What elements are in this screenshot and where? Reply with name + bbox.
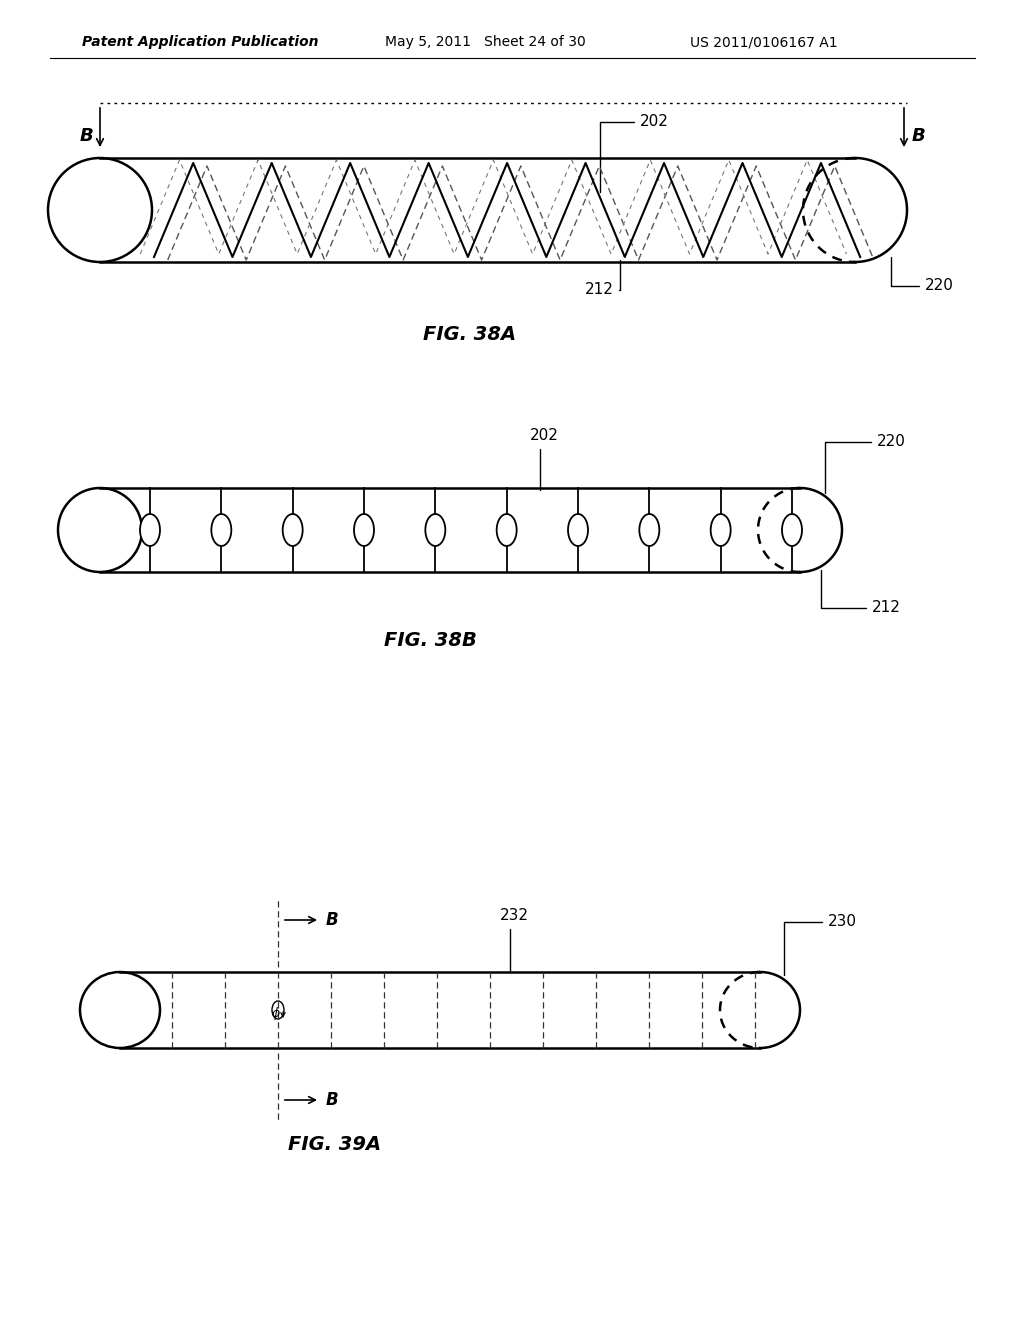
Ellipse shape (425, 513, 445, 546)
Text: B: B (911, 127, 925, 145)
Ellipse shape (782, 513, 802, 546)
Text: US 2011/0106167 A1: US 2011/0106167 A1 (690, 36, 838, 49)
Text: May 5, 2011   Sheet 24 of 30: May 5, 2011 Sheet 24 of 30 (385, 36, 586, 49)
Ellipse shape (354, 513, 374, 546)
Ellipse shape (568, 513, 588, 546)
Text: $\phi$: $\phi$ (271, 1005, 281, 1022)
Ellipse shape (639, 513, 659, 546)
Text: 232: 232 (500, 908, 529, 973)
Text: 202: 202 (530, 428, 559, 490)
Text: B: B (79, 127, 93, 145)
Text: FIG. 38B: FIG. 38B (384, 631, 476, 649)
Text: 202: 202 (600, 114, 669, 193)
Ellipse shape (140, 513, 160, 546)
Text: Patent Application Publication: Patent Application Publication (82, 36, 318, 49)
Text: 220: 220 (892, 257, 954, 293)
Ellipse shape (211, 513, 231, 546)
Text: FIG. 39A: FIG. 39A (288, 1135, 381, 1155)
Ellipse shape (497, 513, 517, 546)
Text: B: B (326, 1092, 339, 1109)
Ellipse shape (283, 513, 303, 546)
Text: 230: 230 (784, 913, 857, 975)
Text: 212: 212 (585, 260, 620, 297)
Ellipse shape (711, 513, 731, 546)
Text: FIG. 38A: FIG. 38A (424, 325, 516, 343)
Text: B: B (326, 911, 339, 929)
Text: 220: 220 (825, 434, 906, 494)
Text: 212: 212 (821, 570, 901, 615)
